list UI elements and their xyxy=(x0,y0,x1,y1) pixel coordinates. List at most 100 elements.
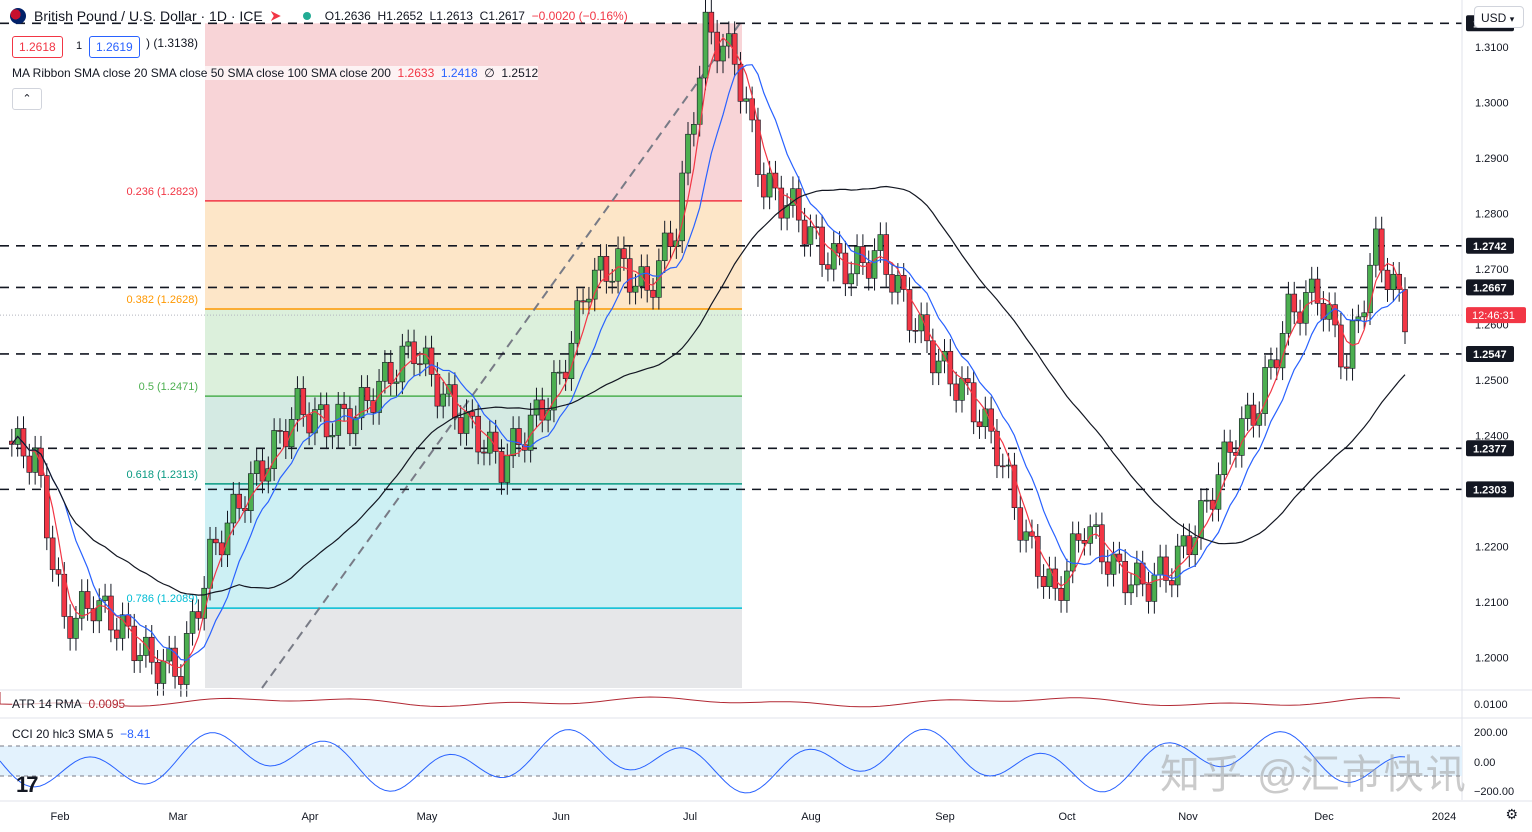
candle xyxy=(102,595,108,601)
candle xyxy=(906,289,913,331)
candle xyxy=(271,430,277,469)
candle xyxy=(551,372,557,411)
level-tag-label: 1.2303 xyxy=(1473,484,1507,496)
candle xyxy=(1069,533,1076,572)
candle xyxy=(609,280,616,283)
spread: 1 xyxy=(76,40,83,52)
candle xyxy=(568,342,575,379)
candle xyxy=(603,256,610,282)
candle xyxy=(1192,537,1198,556)
sma200-line xyxy=(11,185,1406,596)
x-tick-label: Apr xyxy=(301,811,318,823)
candle xyxy=(230,493,237,524)
candle xyxy=(405,341,412,347)
candle xyxy=(580,300,586,303)
y-tick-label: 1.2000 xyxy=(1475,652,1509,664)
candle xyxy=(1029,531,1035,537)
candle xyxy=(1180,535,1187,547)
candle xyxy=(1291,293,1298,313)
candle xyxy=(1034,535,1041,577)
candle xyxy=(1122,561,1128,594)
x-tick-label: Feb xyxy=(51,811,70,823)
atr-label: ATR 14 RMA xyxy=(12,697,82,711)
tradingview-logo-icon[interactable]: 17 xyxy=(16,772,39,797)
candle xyxy=(143,636,149,656)
ma-ribbon-legend[interactable]: MA Ribbon SMA close 20 SMA close 50 SMA … xyxy=(12,66,539,80)
candle xyxy=(504,455,511,483)
candle xyxy=(1128,584,1134,594)
candle xyxy=(131,625,138,662)
currency-button[interactable]: USD ▾ xyxy=(1474,6,1524,28)
candle xyxy=(953,383,959,401)
candle xyxy=(661,232,668,262)
candle xyxy=(248,473,254,511)
cci-legend[interactable]: CCI 20 hlc3 SMA 5 −8.41 xyxy=(12,727,151,741)
candle xyxy=(702,11,709,79)
y-tick-label: 1.2900 xyxy=(1475,153,1509,165)
candle xyxy=(172,647,178,677)
level-tag xyxy=(1466,237,1514,254)
y-tick-label: 1.2200 xyxy=(1475,542,1509,554)
ohlc-values: O1.2636 H1.2652 L1.2613 C1.2617 −0.0020 … xyxy=(324,9,628,23)
candle xyxy=(492,431,499,452)
fib-zone xyxy=(205,483,742,609)
candle xyxy=(813,226,820,229)
candle xyxy=(708,11,715,33)
candle xyxy=(533,399,540,416)
level-tag xyxy=(1466,440,1514,457)
candle xyxy=(160,660,167,684)
collapse-legend-button[interactable]: ⌃ xyxy=(12,88,42,110)
market-open-icon xyxy=(302,12,311,20)
candle xyxy=(195,611,202,619)
candle xyxy=(26,455,33,473)
level-tag xyxy=(1466,481,1514,498)
buy-button[interactable]: 1.2619 xyxy=(89,36,140,58)
y-tick-label: 1.2700 xyxy=(1475,264,1509,276)
candle xyxy=(213,538,219,544)
partial-legend: ) (1.3138) xyxy=(146,36,199,50)
atr-legend[interactable]: ATR 14 RMA 0.0095 xyxy=(12,697,126,711)
candle xyxy=(679,172,685,242)
candle xyxy=(591,269,598,300)
x-tick-label: Jun xyxy=(552,811,570,823)
watermark: 知乎 @汇市快讯 xyxy=(1160,753,1468,797)
fib-zone xyxy=(205,608,742,688)
cci-tick-label: 0.00 xyxy=(1474,757,1495,769)
candle xyxy=(999,465,1006,468)
price-change: −0.0020 (−0.16%) xyxy=(531,9,628,23)
x-tick-label: 2024 xyxy=(1432,811,1456,823)
candle xyxy=(1384,269,1391,290)
candle xyxy=(1227,441,1233,453)
atr-tick-label: 0.0100 xyxy=(1474,699,1508,711)
candle xyxy=(393,381,400,384)
symbol-title[interactable]: British Pound / U.S. Dollar · 1D · ICE xyxy=(34,8,263,24)
candle xyxy=(1163,556,1169,581)
sma200-value: 1.2512 xyxy=(501,66,539,80)
symbol-header: British Pound / U.S. Dollar · 1D · ICE O… xyxy=(10,8,628,24)
price-axis-bg xyxy=(1462,0,1532,832)
candle xyxy=(148,636,155,663)
candle xyxy=(1262,367,1268,414)
countdown-label: 12:46:31 xyxy=(1472,310,1515,322)
sell-button[interactable]: 1.2618 xyxy=(12,36,63,58)
candle xyxy=(387,361,394,384)
flag-marker-icon[interactable] xyxy=(270,11,281,21)
candle xyxy=(96,600,103,622)
candle xyxy=(1367,264,1373,314)
candle xyxy=(597,256,604,271)
candle xyxy=(790,188,796,206)
level-tag-label: 1.2667 xyxy=(1473,282,1507,294)
candle xyxy=(632,285,639,293)
x-tick-label: Aug xyxy=(801,811,821,823)
candle xyxy=(586,298,592,303)
candle xyxy=(434,374,441,407)
ma-ribbon-label: MA Ribbon SMA close 20 SMA close 50 SMA … xyxy=(12,66,391,80)
candle xyxy=(1320,303,1327,320)
candle xyxy=(1040,576,1047,587)
candle xyxy=(982,408,989,428)
candle xyxy=(376,380,382,413)
level-tag-label: 1.2377 xyxy=(1473,443,1507,455)
y-tick-label: 1.2800 xyxy=(1475,209,1509,221)
gear-icon[interactable]: ⚙ xyxy=(1505,806,1518,822)
